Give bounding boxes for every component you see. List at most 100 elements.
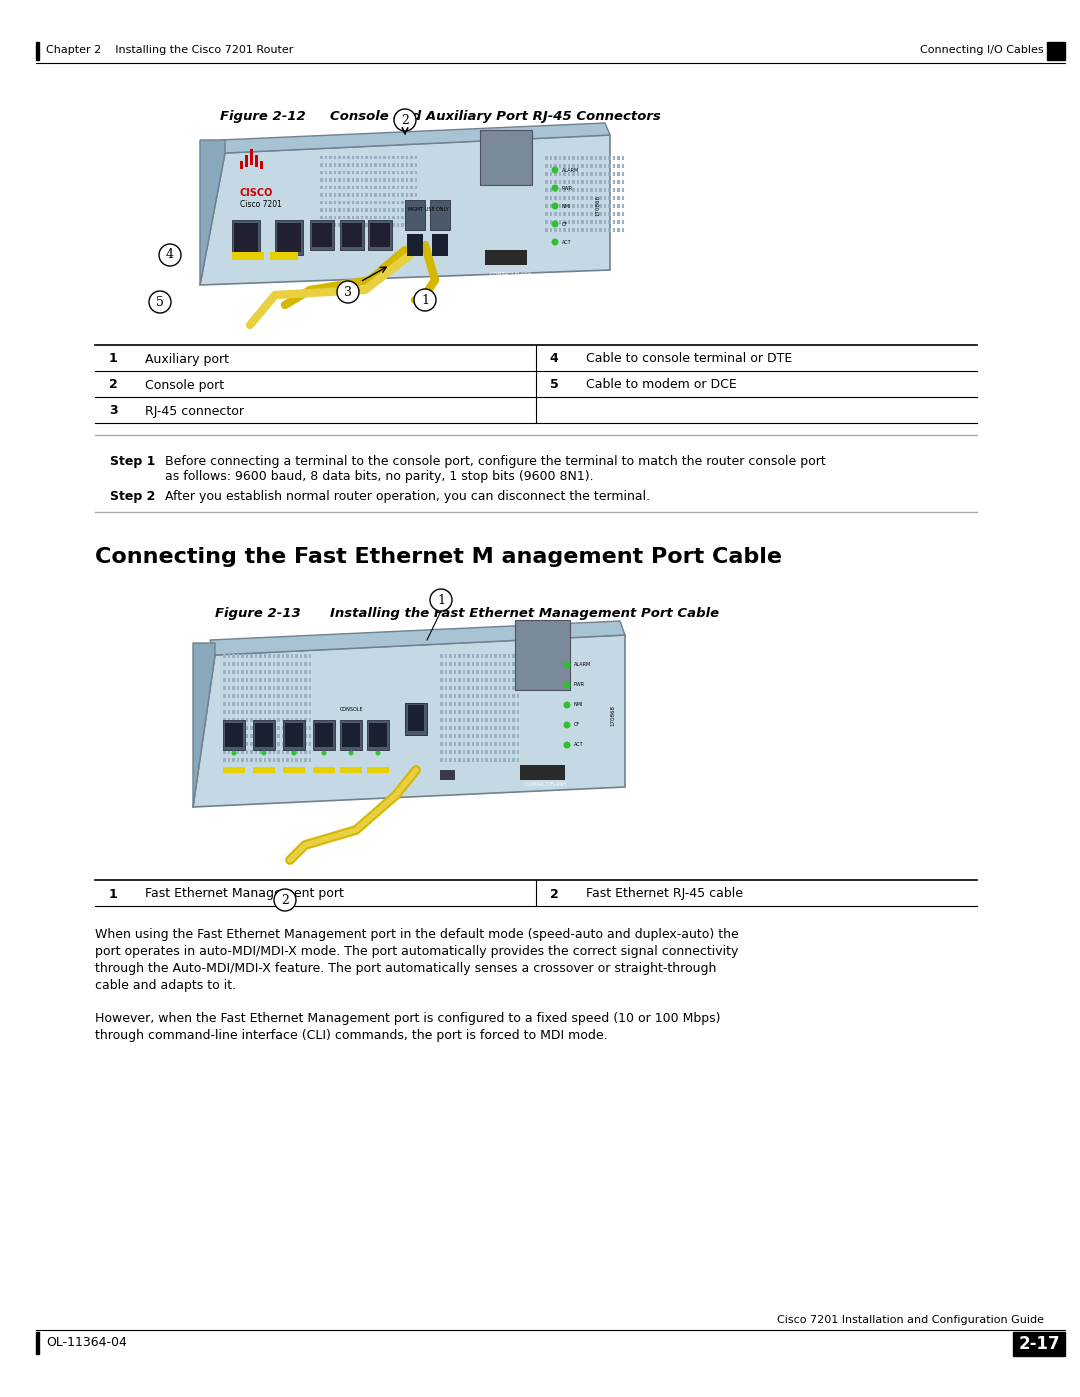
Bar — [494, 718, 497, 722]
Bar — [489, 678, 492, 682]
Bar — [383, 224, 386, 226]
Bar — [232, 686, 234, 690]
Bar — [295, 686, 298, 690]
Bar — [342, 224, 345, 226]
Bar — [563, 180, 566, 184]
Bar — [340, 767, 362, 773]
Bar — [324, 201, 327, 204]
Bar — [554, 172, 556, 176]
Bar — [489, 703, 492, 705]
Bar — [286, 710, 288, 714]
Bar — [232, 750, 234, 754]
Bar — [264, 733, 267, 738]
Bar — [454, 678, 457, 682]
Bar — [612, 196, 615, 200]
Text: as follows: 9600 baud, 8 data bits, no parity, 1 stop bits (9600 8N1).: as follows: 9600 baud, 8 data bits, no p… — [165, 469, 594, 483]
Bar — [545, 189, 548, 191]
Bar — [324, 208, 327, 211]
Bar — [481, 733, 484, 738]
Bar — [232, 654, 234, 658]
Bar — [309, 718, 311, 722]
Bar — [472, 662, 474, 666]
Bar — [388, 193, 390, 197]
Text: 170868: 170868 — [610, 704, 616, 725]
Bar — [347, 201, 350, 204]
Bar — [365, 193, 367, 197]
Bar — [272, 662, 275, 666]
Bar — [255, 686, 257, 690]
Bar — [369, 193, 372, 197]
Bar — [508, 759, 511, 761]
Bar — [276, 726, 280, 731]
Bar — [572, 156, 575, 161]
Bar — [241, 718, 244, 722]
Bar — [558, 163, 561, 168]
Bar — [489, 671, 492, 673]
Bar — [232, 759, 234, 761]
Bar — [608, 156, 610, 161]
Bar — [454, 671, 457, 673]
Bar — [415, 224, 417, 226]
Bar — [563, 163, 566, 168]
Bar — [415, 186, 417, 189]
Bar — [249, 733, 253, 738]
Bar — [476, 726, 478, 731]
Bar — [467, 686, 470, 690]
Bar — [320, 193, 323, 197]
Bar — [282, 654, 284, 658]
Bar — [303, 710, 307, 714]
Bar — [476, 733, 478, 738]
Bar — [392, 208, 394, 211]
Bar — [295, 733, 298, 738]
Bar — [351, 186, 354, 189]
Bar — [489, 742, 492, 746]
Bar — [291, 662, 294, 666]
Bar — [577, 156, 579, 161]
Bar — [291, 710, 294, 714]
Bar — [286, 694, 288, 698]
Text: Figure 2-12: Figure 2-12 — [220, 110, 306, 123]
Bar — [36, 1331, 39, 1354]
Bar — [334, 193, 336, 197]
Bar — [467, 671, 470, 673]
Bar — [476, 654, 478, 658]
Bar — [237, 710, 240, 714]
Bar — [282, 750, 284, 754]
Bar — [567, 212, 570, 217]
Bar — [585, 212, 588, 217]
Bar — [255, 742, 257, 746]
Bar — [369, 224, 372, 226]
Bar — [508, 654, 511, 658]
Bar — [241, 686, 244, 690]
Bar — [577, 204, 579, 208]
Bar — [554, 163, 556, 168]
Bar — [608, 196, 610, 200]
Bar — [445, 750, 447, 754]
Bar — [241, 703, 244, 705]
Bar — [508, 742, 511, 746]
Circle shape — [149, 291, 171, 313]
Bar — [604, 189, 606, 191]
Bar — [228, 654, 230, 658]
Bar — [485, 686, 488, 690]
Bar — [392, 177, 394, 182]
Bar — [594, 219, 597, 224]
Bar — [462, 678, 465, 682]
Bar — [454, 710, 457, 714]
Bar — [370, 224, 390, 247]
Bar — [351, 193, 354, 197]
Bar — [405, 224, 408, 226]
Bar — [222, 733, 226, 738]
Bar — [303, 718, 307, 722]
Bar — [282, 718, 284, 722]
Bar — [410, 193, 413, 197]
Bar — [309, 654, 311, 658]
Bar — [401, 224, 404, 226]
Bar — [410, 224, 413, 226]
Bar — [369, 186, 372, 189]
Bar — [374, 224, 377, 226]
Bar — [329, 224, 332, 226]
Circle shape — [564, 742, 570, 749]
Bar — [621, 228, 624, 232]
Bar — [228, 742, 230, 746]
